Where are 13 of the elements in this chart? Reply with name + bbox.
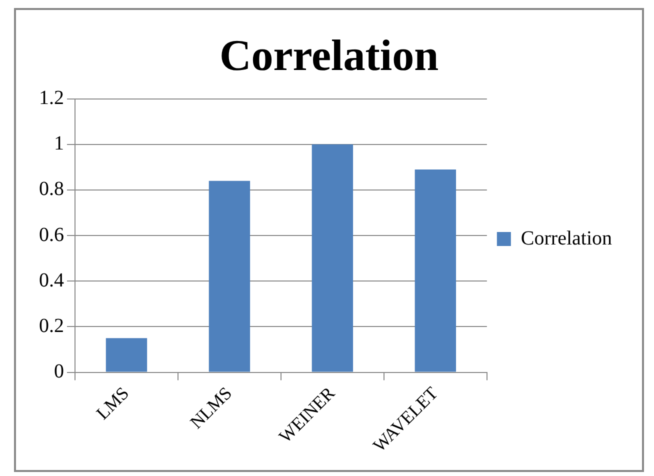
y-tick-label: 0.6: [39, 224, 64, 246]
y-tick-label: 1: [54, 132, 64, 155]
bar: [208, 180, 250, 372]
y-tick-label: 1.2: [39, 87, 64, 110]
y-tick-label: 0.8: [39, 178, 64, 200]
chart-title: Correlation: [219, 30, 439, 80]
y-tick-label: 0: [54, 360, 64, 383]
y-tick-label: 0.2: [39, 314, 64, 337]
y-tick-label: 0.4: [39, 269, 64, 292]
bar: [106, 338, 148, 372]
legend-label: Correlation: [520, 227, 612, 250]
bar: [312, 144, 354, 372]
bar: [414, 169, 456, 372]
